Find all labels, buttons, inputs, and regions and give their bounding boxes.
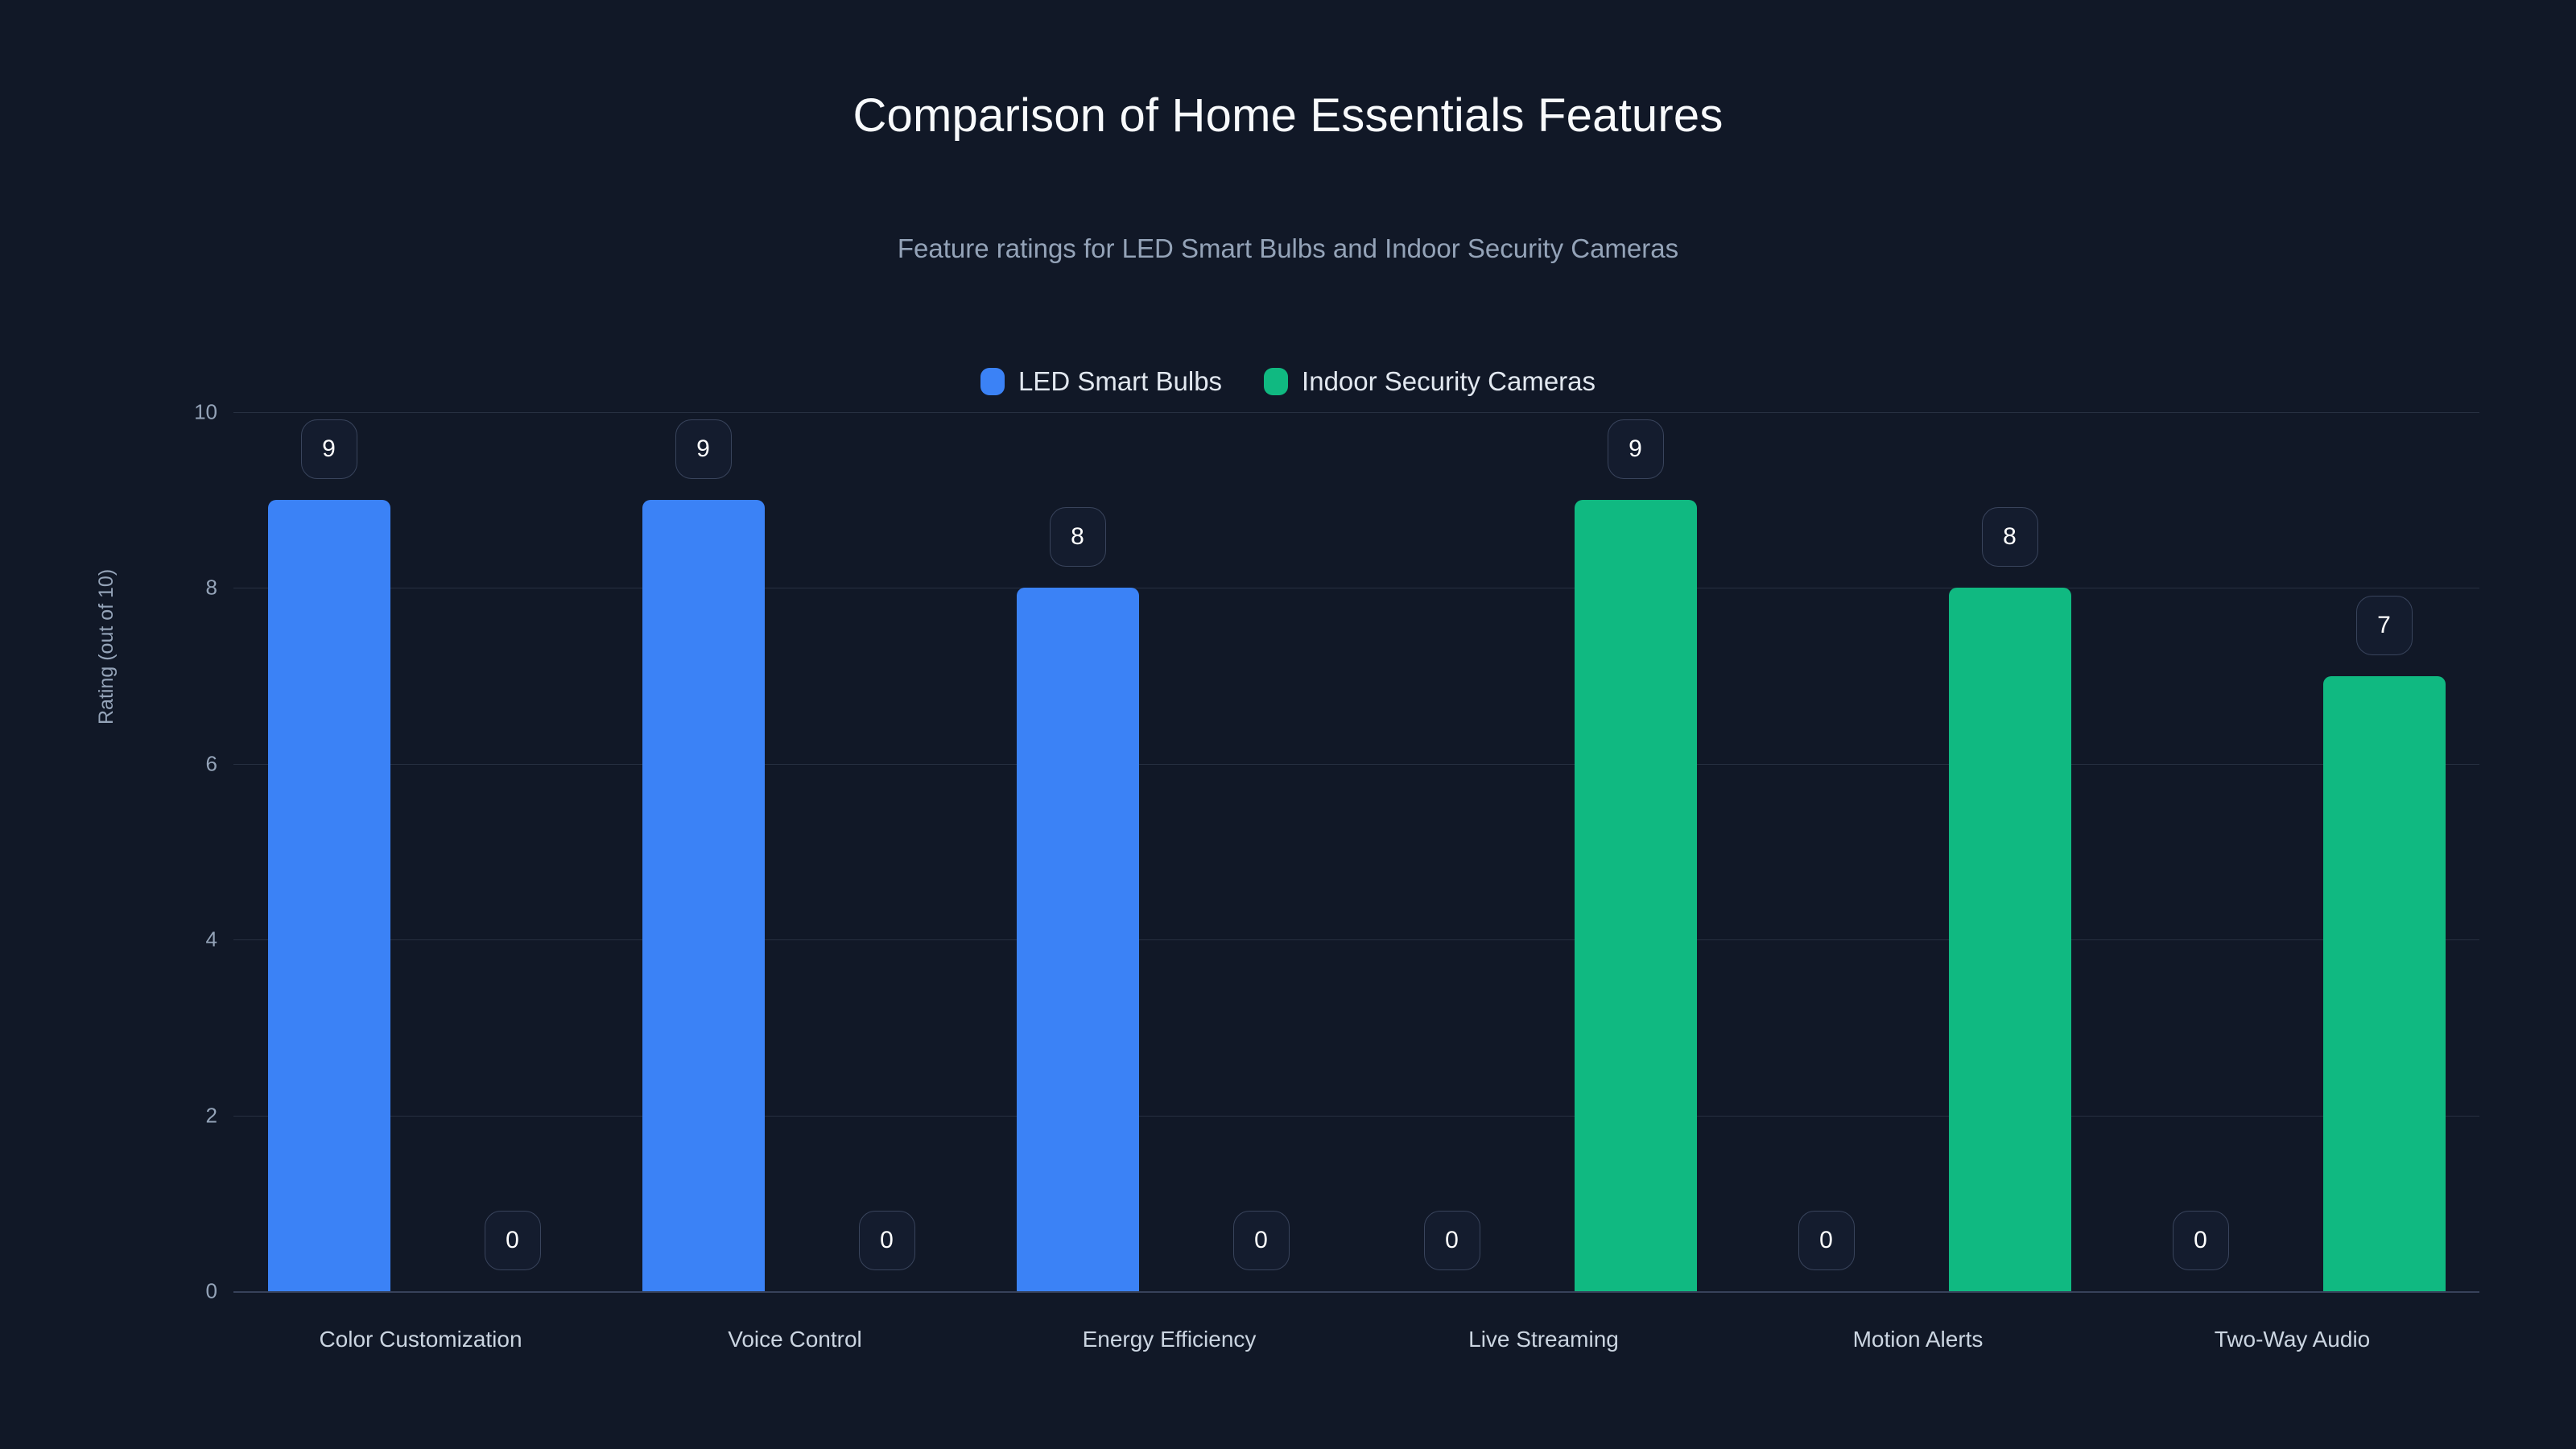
chart-subtitle: Feature ratings for LED Smart Bulbs and … xyxy=(897,233,1679,263)
y-axis-title: Rating (out of 10) xyxy=(95,568,118,724)
y-tick-label: 2 xyxy=(205,1103,217,1128)
bar-value-label: 9 xyxy=(675,419,732,480)
legend-swatch-icon xyxy=(1264,368,1289,395)
bar-value-label: 8 xyxy=(1049,507,1106,568)
bar-value-label: 0 xyxy=(1423,1211,1480,1270)
gridline xyxy=(233,939,2479,941)
gridline xyxy=(233,412,2479,413)
bar-value-label: 0 xyxy=(1232,1211,1290,1270)
x-category-label: Motion Alerts xyxy=(1852,1327,1984,1352)
bar[interactable] xyxy=(642,500,765,1291)
gridline xyxy=(233,1291,2479,1293)
bar[interactable] xyxy=(2322,675,2446,1291)
gridline xyxy=(233,1115,2479,1117)
bar[interactable] xyxy=(267,500,390,1291)
y-tick-label: 0 xyxy=(205,1278,217,1303)
y-tick-label: 4 xyxy=(205,927,217,952)
x-category-label: Two-Way Audio xyxy=(2214,1327,2371,1352)
legend-label: LED Smart Bulbs xyxy=(1018,366,1223,396)
bar-value-label: 0 xyxy=(2172,1211,2229,1270)
bar[interactable] xyxy=(1016,588,1139,1291)
bar-value-label: 0 xyxy=(484,1211,541,1270)
bar-value-label: 7 xyxy=(2355,595,2413,655)
legend-swatch-icon xyxy=(980,368,1005,395)
x-category-label: Color Customization xyxy=(319,1327,522,1352)
gridline xyxy=(233,763,2479,765)
bar-value-label: 9 xyxy=(1607,419,1664,480)
bar[interactable] xyxy=(1948,588,2071,1291)
bar-value-label: 8 xyxy=(1981,507,2038,568)
bar-value-label: 9 xyxy=(300,419,357,480)
x-category-label: Live Streaming xyxy=(1468,1327,1619,1352)
legend-item-1[interactable]: Indoor Security Cameras xyxy=(1264,366,1596,397)
chart-legend: LED Smart Bulbs Indoor Security Cameras xyxy=(0,366,2576,397)
x-category-label: Energy Efficiency xyxy=(1082,1327,1257,1352)
bar[interactable] xyxy=(1574,500,1697,1291)
y-tick-label: 8 xyxy=(205,575,217,600)
chart-title: Comparison of Home Essentials Features xyxy=(852,89,1724,142)
plot-area: 9 0 9 0 8 0 0 9 0 8 0 7 xyxy=(233,412,2479,1293)
x-category-label: Voice Control xyxy=(728,1327,862,1352)
bar-value-label: 0 xyxy=(858,1211,915,1270)
legend-item-0[interactable]: LED Smart Bulbs xyxy=(980,366,1222,397)
legend-label: Indoor Security Cameras xyxy=(1302,366,1596,396)
y-tick-label: 6 xyxy=(205,751,217,776)
y-tick-label: 10 xyxy=(194,399,217,424)
bar-value-label: 0 xyxy=(1798,1211,1855,1270)
